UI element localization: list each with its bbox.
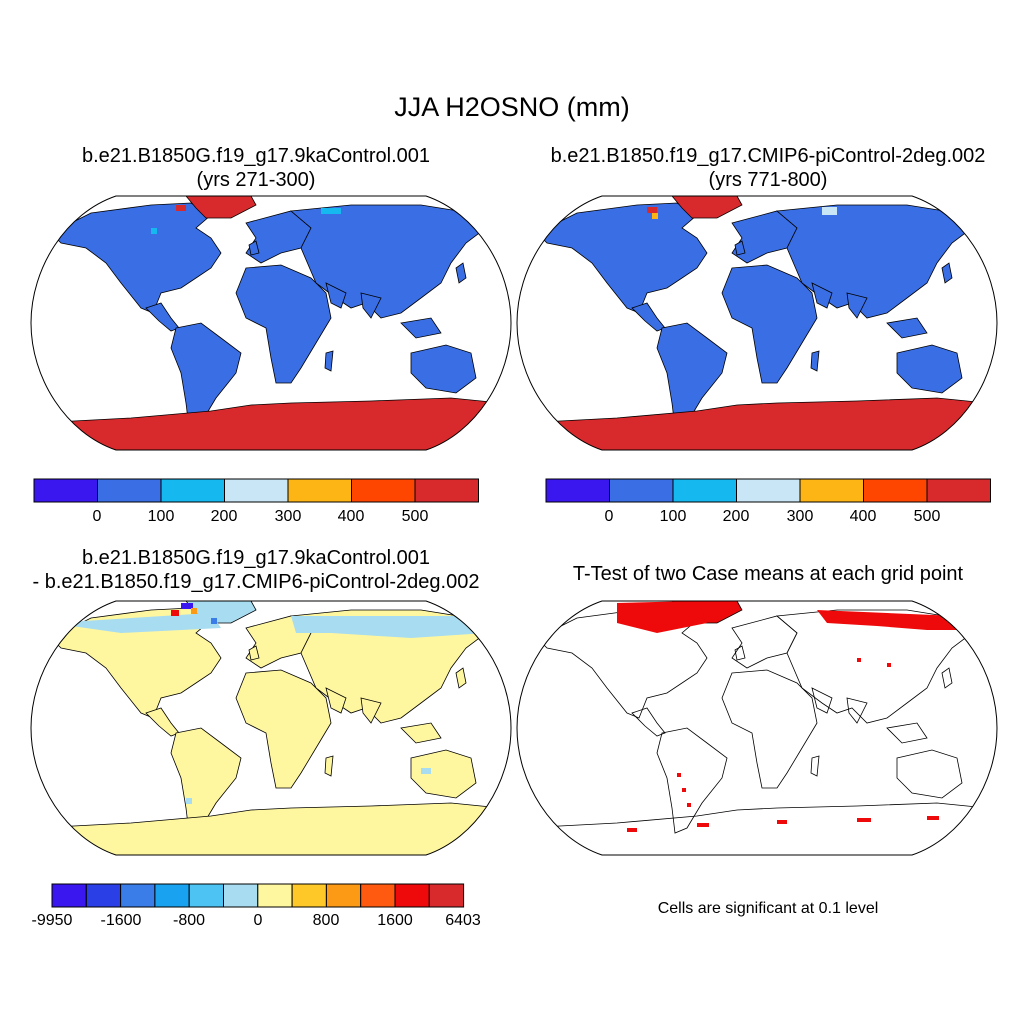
colorbar-top-left (33, 478, 479, 503)
colorbar-swatch (33, 478, 98, 503)
colorbar-swatch (609, 478, 674, 503)
colorbar-label: -800 (172, 912, 206, 929)
colorbar-bottom-left (51, 883, 465, 908)
panel-title-line1: b.e21.B1850G.f19_g17.9kaControl.001 (81, 145, 431, 167)
colorbar-label: 0 (92, 508, 102, 525)
colorbar-label: 0 (604, 508, 614, 525)
panel-title-bottom-left: b.e21.B1850G.f19_g17.9kaControl.001 - b.… (0, 546, 542, 594)
colorbar-swatch (154, 883, 190, 908)
colorbar-swatch (428, 883, 465, 908)
map-top-left (30, 195, 512, 451)
panel-title-line2: (yrs 771-800) (708, 169, 828, 191)
map-bottom-left (30, 600, 512, 856)
panel-title-top-right: b.e21.B1850.f19_g17.CMIP6-piControl-2deg… (512, 144, 1024, 192)
colorbar-label: 200 (722, 508, 750, 525)
colorbar-label: 1600 (377, 912, 413, 929)
colorbar-label: 100 (147, 508, 175, 525)
colorbar-swatch (545, 478, 610, 503)
panel-title-line2: (yrs 271-300) (196, 169, 316, 191)
colorbar-swatch (360, 883, 396, 908)
colorbar-top-right (545, 478, 991, 503)
map-bottom-right (516, 600, 998, 856)
colorbar-swatch (160, 478, 225, 503)
colorbar-label: 200 (210, 508, 238, 525)
colorbar-label: 500 (913, 508, 941, 525)
colorbar-label: 300 (274, 508, 302, 525)
colorbar-label: 400 (337, 508, 365, 525)
colorbar-swatch (224, 478, 289, 503)
colorbar-label: 500 (401, 508, 429, 525)
colorbar-swatch (394, 883, 430, 908)
colorbar-label: 300 (786, 508, 814, 525)
colorbar-swatch (736, 478, 801, 503)
colorbar-label: 0 (253, 912, 263, 929)
figure-title: JJA H2OSNO (mm) (394, 92, 630, 122)
colorbar-label: 100 (659, 508, 687, 525)
significance-note: Cells are significant at 0.1 level (657, 900, 879, 917)
colorbar-swatch (325, 883, 362, 908)
colorbar-swatch (351, 478, 416, 503)
colorbar-swatch (97, 478, 162, 503)
panel-title-line2: - b.e21.B1850.f19_g17.CMIP6-piControl-2d… (32, 571, 480, 593)
panel-title-line1: T-Test of two Case means at each grid po… (572, 563, 964, 585)
colorbar-label: -9950 (31, 912, 73, 929)
colorbar-label: 800 (312, 912, 340, 929)
colorbar-swatch (414, 478, 479, 503)
panel-title-top-left: b.e21.B1850G.f19_g17.9kaControl.001 (yrs… (0, 144, 512, 192)
colorbar-swatch (257, 883, 293, 908)
colorbar-swatch (85, 883, 122, 908)
colorbar-swatch (287, 478, 352, 503)
colorbar-swatch (120, 883, 156, 908)
panel-title-line1: b.e21.B1850G.f19_g17.9kaControl.001 (81, 547, 431, 569)
colorbar-swatch (672, 478, 737, 503)
colorbar-swatch (51, 883, 87, 908)
map-top-right (516, 195, 998, 451)
colorbar-label: -1600 (100, 912, 142, 929)
colorbar-swatch (291, 883, 327, 908)
colorbar-label: 6403 (445, 912, 481, 929)
colorbar-swatch (223, 883, 259, 908)
colorbar-swatch (926, 478, 991, 503)
colorbar-swatch (188, 883, 224, 908)
panel-title-line1: b.e21.B1850.f19_g17.CMIP6-piControl-2deg… (550, 145, 986, 167)
panel-title-bottom-right: T-Test of two Case means at each grid po… (512, 562, 1024, 586)
colorbar-swatch (863, 478, 928, 503)
colorbar-swatch (799, 478, 864, 503)
colorbar-label: 400 (849, 508, 877, 525)
